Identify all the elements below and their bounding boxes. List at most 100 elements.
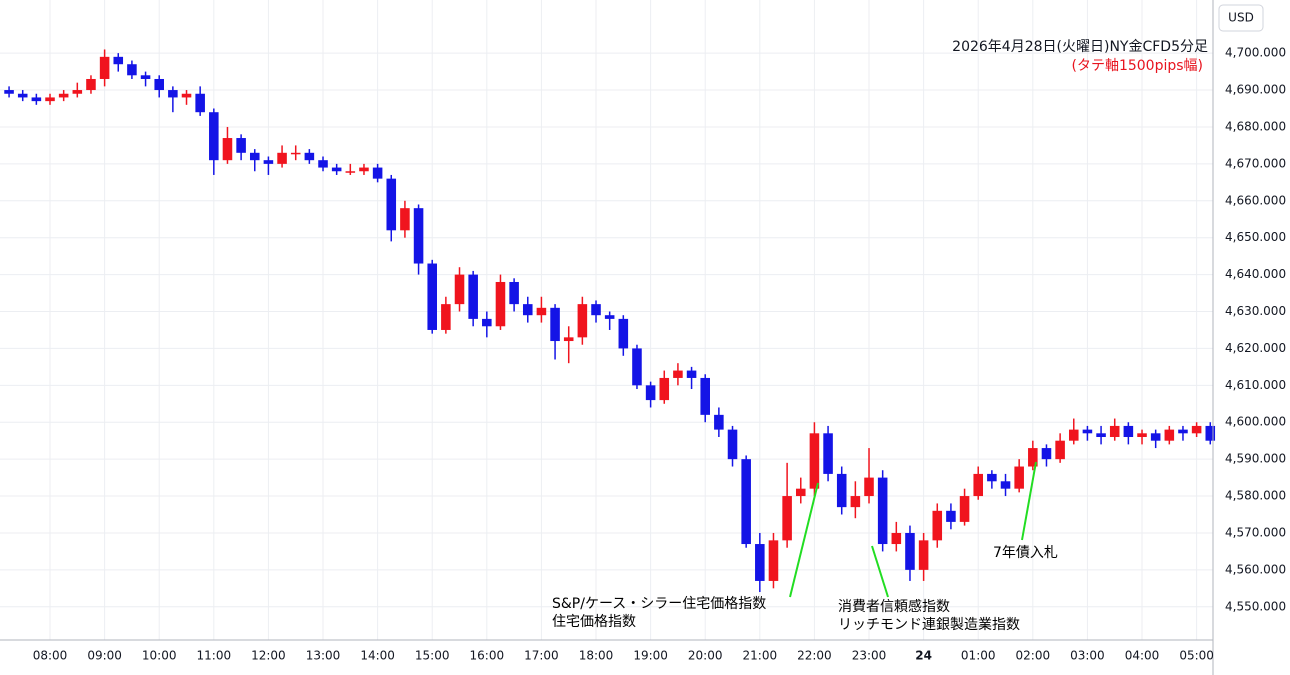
- y-tick-label: 4,570.000: [1225, 525, 1286, 539]
- candle-body: [782, 496, 792, 541]
- candle-body: [836, 473, 847, 508]
- y-tick-label: 4,690.000: [1225, 83, 1286, 97]
- candle-body: [195, 93, 205, 113]
- candle-body: [755, 544, 765, 581]
- candle-body: [1041, 448, 1052, 460]
- x-tick-label: 18:00: [579, 649, 614, 663]
- chart-subtitle: (タテ軸1500pips幅): [1071, 58, 1203, 74]
- candle-body: [1123, 425, 1134, 438]
- candle-body: [891, 532, 902, 545]
- x-tick-label: 21:00: [743, 649, 778, 663]
- y-tick-label: 4,630.000: [1225, 304, 1286, 318]
- candle-body: [468, 274, 478, 319]
- y-tick-label: 4,640.000: [1225, 267, 1286, 281]
- candle-body: [850, 496, 861, 508]
- candle-body: [1082, 429, 1093, 434]
- candle-body: [495, 281, 506, 327]
- candle-body: [700, 377, 710, 415]
- candle-body: [31, 97, 42, 102]
- currency-label: USD: [1228, 11, 1254, 25]
- annotation: 消費者信頼感指数: [838, 598, 950, 615]
- candle-body: [509, 281, 519, 305]
- x-tick-label: 11:00: [197, 649, 232, 663]
- x-tick-label: 05:00: [1179, 649, 1214, 663]
- annotation: 住宅価格指数: [552, 614, 636, 630]
- chart-title: 2026年4月28日(火曜日)NY金CFD5分足: [952, 39, 1208, 55]
- x-tick-label: 04:00: [1125, 649, 1160, 663]
- candle-body: [454, 274, 465, 305]
- y-tick-label: 4,660.000: [1225, 193, 1286, 207]
- candle-body: [645, 385, 656, 401]
- candle-body: [127, 64, 137, 76]
- annotation-line: [789, 482, 819, 598]
- x-tick-label: 10:00: [142, 649, 177, 663]
- candle-body: [72, 90, 83, 94]
- candle-body: [1055, 440, 1065, 460]
- candle-body: [1137, 433, 1147, 438]
- x-tick-label: 20:00: [688, 649, 723, 663]
- y-tick-label: 4,670.000: [1225, 156, 1286, 170]
- candle-body: [604, 315, 615, 319]
- x-tick-label: 02:00: [1016, 649, 1051, 663]
- candle-body: [686, 370, 697, 378]
- candle-body: [659, 377, 670, 401]
- candle-body: [673, 370, 683, 378]
- x-tick-label: 22:00: [797, 649, 832, 663]
- candle-body: [372, 167, 383, 179]
- candle-body: [345, 171, 356, 173]
- candle-body: [618, 318, 629, 349]
- candle-body: [441, 304, 451, 330]
- candle-body: [918, 540, 929, 570]
- annotation-line: [1021, 461, 1037, 541]
- candle-body: [45, 97, 55, 102]
- candle-body: [959, 496, 970, 522]
- candle-body: [263, 160, 274, 164]
- x-tick-label: 09:00: [87, 649, 122, 663]
- candle-body: [768, 540, 779, 581]
- annotation: S&P/ケース・シラー住宅価格指数: [552, 596, 766, 612]
- y-tick-label: 4,600.000: [1225, 415, 1286, 429]
- candle-body: [113, 56, 124, 65]
- candle-body: [1150, 433, 1161, 441]
- candle-body: [932, 510, 943, 541]
- x-tick-label: 14:00: [360, 649, 395, 663]
- x-tick-label: 24: [915, 649, 932, 663]
- candle-body: [1096, 433, 1106, 438]
- candle-body: [86, 78, 96, 91]
- y-tick-label: 4,620.000: [1225, 341, 1286, 355]
- x-tick-label: 19:00: [633, 649, 668, 663]
- candle-body: [809, 433, 820, 489]
- candle-body: [1068, 429, 1079, 441]
- candle-body: [727, 429, 738, 460]
- x-tick-label: 17:00: [524, 649, 559, 663]
- candle-body: [413, 208, 424, 264]
- candle-body: [99, 56, 110, 79]
- x-tick-label: 12:00: [251, 649, 286, 663]
- candle-body: [591, 304, 601, 316]
- candle-body: [823, 433, 833, 474]
- x-tick-label: 01:00: [961, 649, 996, 663]
- candle-body: [1028, 448, 1038, 467]
- y-tick-label: 4,680.000: [1225, 119, 1286, 133]
- candle-body: [154, 78, 164, 91]
- candle-body: [563, 337, 574, 342]
- currency-box: [1218, 4, 1264, 32]
- candle-body: [359, 167, 369, 172]
- candle-body: [1109, 425, 1120, 438]
- candle-body: [1191, 425, 1202, 434]
- candle-body: [1205, 425, 1216, 441]
- candle-body: [714, 414, 724, 430]
- candle-body: [522, 304, 533, 316]
- x-tick-label: 13:00: [306, 649, 341, 663]
- candle-body: [550, 307, 560, 342]
- y-tick-label: 4,560.000: [1225, 562, 1286, 576]
- x-tick-label: 16:00: [470, 649, 505, 663]
- candle-body: [249, 152, 260, 161]
- y-tick-label: 4,580.000: [1225, 489, 1286, 503]
- candle-body: [400, 208, 410, 231]
- candle-body: [1000, 481, 1011, 489]
- candle-body: [632, 348, 642, 386]
- candle-body: [386, 178, 397, 231]
